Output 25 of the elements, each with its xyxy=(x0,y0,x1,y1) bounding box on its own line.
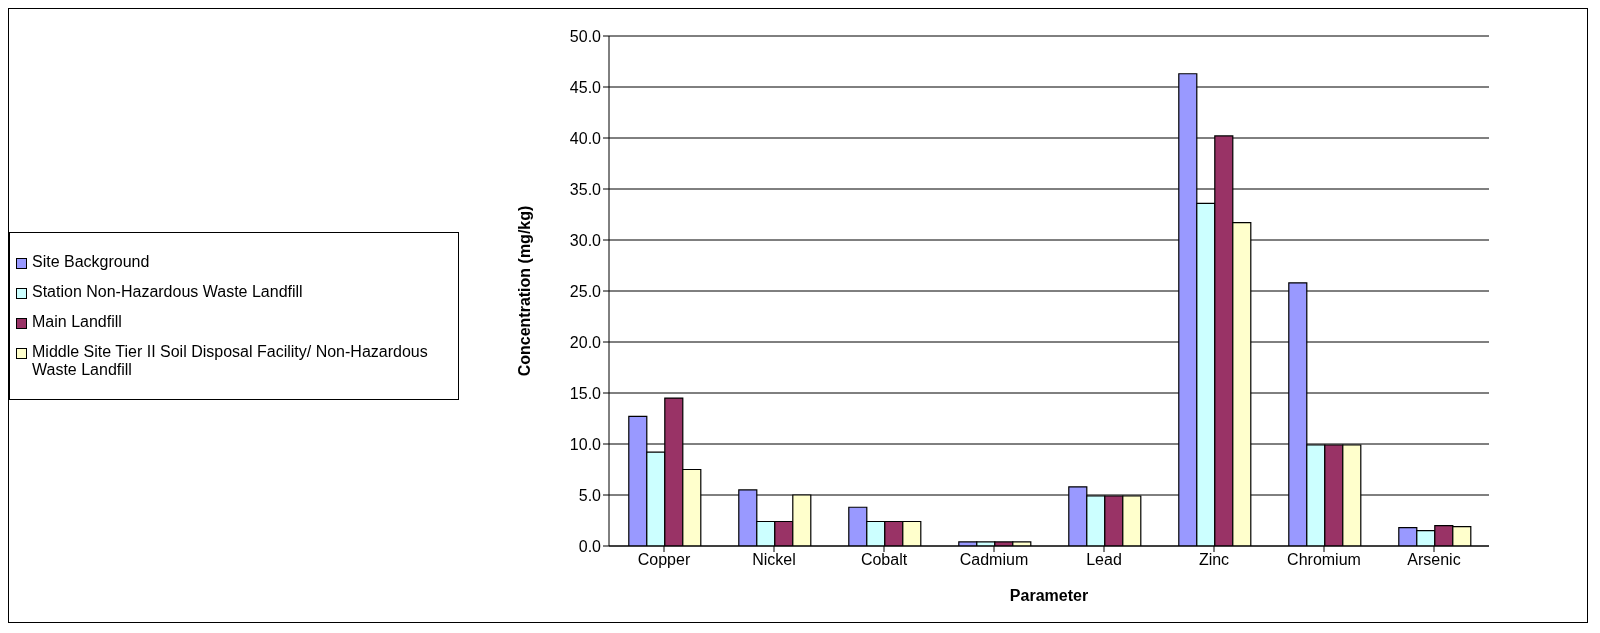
legend-label: Station Non-Hazardous Waste Landfill xyxy=(32,282,303,301)
x-tick-label: Nickel xyxy=(752,550,796,568)
y-tick-label: 0.0 xyxy=(578,537,602,555)
y-tick-label: 5.0 xyxy=(578,486,602,504)
x-axis-title: Parameter xyxy=(1009,586,1089,604)
y-tick-label: 50.0 xyxy=(569,27,602,45)
y-tick-label: 40.0 xyxy=(569,129,602,147)
y-tick-label: 10.0 xyxy=(569,435,602,453)
x-tick-label: Arsenic xyxy=(1407,550,1461,568)
x-tick-label: Zinc xyxy=(1198,550,1230,568)
legend-label: Main Landfill xyxy=(32,312,122,331)
y-tick-label: 20.0 xyxy=(569,333,602,351)
x-tick-label: Chromium xyxy=(1287,550,1361,568)
y-tick-label: 25.0 xyxy=(569,282,602,300)
x-tick-label: Copper xyxy=(637,550,691,568)
y-tick-label: 35.0 xyxy=(569,180,602,198)
legend-label: Middle Site Tier II Soil Disposal Facility/ Non-Hazardous Waste Landfill xyxy=(32,342,429,379)
y-tick-label: 15.0 xyxy=(569,384,602,402)
x-tick-label: Cadmium xyxy=(959,550,1029,568)
y-tick-label: 30.0 xyxy=(569,231,602,249)
legend-label: Site Background xyxy=(32,252,150,271)
y-tick-label: 45.0 xyxy=(569,78,602,96)
x-tick-label: Lead xyxy=(1086,550,1122,568)
y-axis-title: Concentration (mg/kg) xyxy=(515,205,533,376)
x-tick-label: Cobalt xyxy=(860,550,908,568)
